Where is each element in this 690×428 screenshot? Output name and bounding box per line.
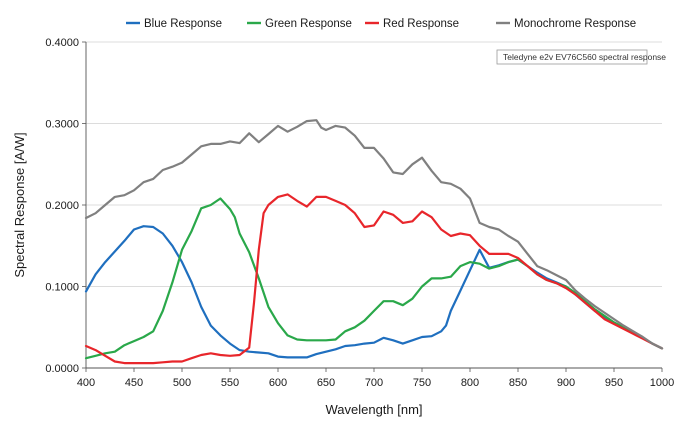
x-tick-label: 500: [173, 377, 191, 389]
x-tick-label: 800: [461, 377, 479, 389]
x-tick-label: 600: [269, 377, 287, 389]
annotation-box: [496, 49, 648, 65]
x-tick-label: 1000: [650, 377, 674, 389]
x-tick-label: 850: [509, 377, 527, 389]
x-tick-label: 750: [413, 377, 431, 389]
x-tick-label: 550: [221, 377, 239, 389]
annotation-text: Teledyne e2v EV76C560 spectral response: [503, 52, 666, 62]
red-response-line: [84, 193, 664, 365]
y-tick-label: 0.4000: [45, 37, 79, 49]
monochrome-response-line: [84, 119, 664, 350]
y-tick-label: 0.1000: [45, 282, 79, 294]
green-response-line: [84, 197, 664, 360]
y-axis-title: Spectral Response [A/W]: [12, 132, 27, 277]
chart-annotation: Teledyne e2v EV76C560 spectral response: [496, 49, 666, 65]
y-tick-label: 0.2000: [45, 200, 79, 212]
monochrome-response-legend-label: Monochrome Response: [514, 18, 636, 30]
series-lines: [84, 119, 664, 365]
x-tick-label: 700: [365, 377, 383, 389]
x-axis-title: Wavelength [nm]: [325, 402, 422, 417]
y-tick-labels: 0.0000 0.1000 0.2000 0.3000 0.4000: [45, 37, 86, 375]
red-response-legend-label: Red Response: [383, 18, 459, 30]
y-tick-label: 0.3000: [45, 119, 79, 131]
y-tick-label: 0.0000: [45, 363, 79, 375]
x-tick-label: 450: [125, 377, 143, 389]
x-tick-label: 900: [557, 377, 575, 389]
green-response-legend-label: Green Response: [265, 18, 352, 30]
x-tick-label: 400: [77, 377, 95, 389]
legend: Blue Response Green Response Red Response M…: [126, 18, 636, 30]
x-tick-label: 950: [605, 377, 623, 389]
x-tick-labels: 400 450 500 550 600 650 700 750 800 850 900 950 1000: [77, 368, 674, 389]
blue-response-legend-label: Blue Response: [144, 18, 222, 30]
x-tick-label: 650: [317, 377, 335, 389]
